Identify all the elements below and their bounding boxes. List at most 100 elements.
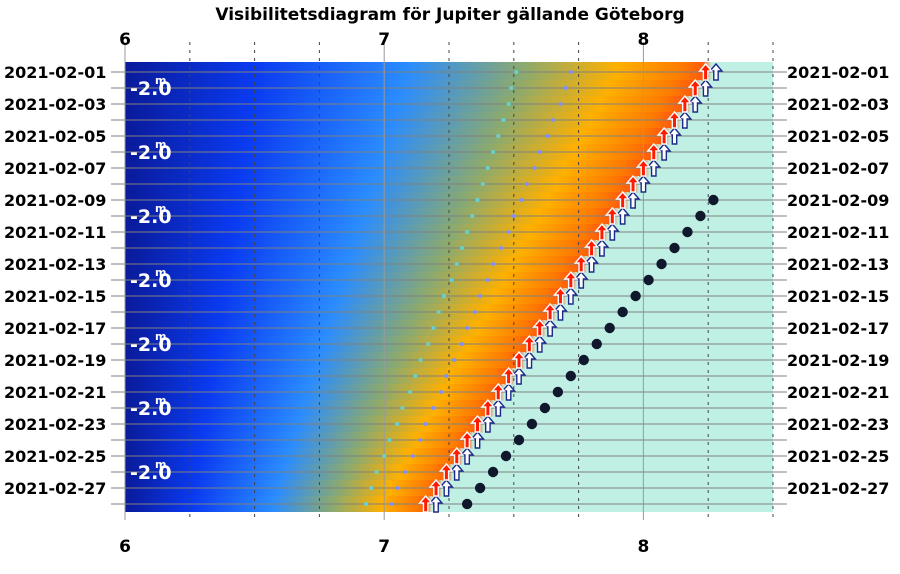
large-dot-mark bbox=[656, 258, 667, 270]
large-dot-mark bbox=[695, 210, 706, 222]
small-dot-mark bbox=[524, 182, 529, 186]
large-dot-mark bbox=[539, 402, 551, 414]
red-arrow-mark bbox=[698, 62, 714, 81]
date-label-right: 2021-02-05 bbox=[787, 127, 889, 146]
small-dot-mark bbox=[472, 310, 477, 314]
small-dot-mark bbox=[364, 502, 369, 506]
magnitude-value: -2.0 bbox=[130, 78, 172, 100]
small-dot-mark bbox=[491, 262, 496, 266]
small-dot-mark bbox=[501, 118, 506, 122]
small-dot-mark bbox=[459, 342, 464, 346]
large-dot-mark bbox=[630, 290, 641, 302]
large-dot-mark bbox=[552, 386, 564, 398]
date-label-left: 2021-02-05 bbox=[4, 127, 106, 146]
sky-band bbox=[125, 62, 712, 81]
red-arrow-mark bbox=[594, 222, 610, 241]
date-label-left: 2021-02-01 bbox=[4, 63, 106, 82]
date-label-left: 2021-02-17 bbox=[4, 319, 106, 338]
large-dot-mark bbox=[513, 434, 525, 446]
magnitude-value: -2.0 bbox=[130, 206, 172, 228]
large-dot-mark bbox=[604, 322, 615, 334]
date-label-left: 2021-02-25 bbox=[4, 447, 106, 466]
small-dot-mark bbox=[400, 406, 405, 410]
large-dot-mark bbox=[591, 338, 602, 350]
magnitude-value: -2.0 bbox=[130, 398, 172, 420]
small-dot-mark bbox=[374, 470, 379, 474]
red-arrow-mark bbox=[687, 78, 703, 97]
magnitude-label: -2.0m bbox=[130, 458, 172, 484]
small-dot-mark bbox=[545, 134, 550, 138]
magnitude-label: -2.0m bbox=[130, 138, 172, 164]
magnitude-value: -2.0 bbox=[130, 142, 172, 164]
small-dot-mark bbox=[459, 246, 464, 250]
magnitude-unit: m bbox=[155, 394, 166, 407]
red-arrow-mark bbox=[469, 414, 486, 433]
small-dot-mark bbox=[480, 182, 485, 186]
small-dot-mark bbox=[506, 230, 511, 234]
small-dot-mark bbox=[470, 214, 475, 218]
small-dot-mark bbox=[426, 342, 431, 346]
large-dot-mark bbox=[474, 482, 486, 494]
red-arrow-mark bbox=[584, 238, 600, 257]
small-dot-mark bbox=[449, 278, 454, 282]
x-tick-label-top: 8 bbox=[637, 30, 649, 50]
date-label-left: 2021-02-11 bbox=[4, 223, 106, 242]
date-label-right: 2021-02-27 bbox=[787, 479, 889, 498]
date-label-left: 2021-02-09 bbox=[4, 191, 106, 210]
small-dot-mark bbox=[491, 150, 496, 154]
small-dot-mark bbox=[511, 214, 516, 218]
small-dot-mark bbox=[465, 326, 470, 330]
small-dot-mark bbox=[537, 150, 542, 154]
red-arrow-mark bbox=[625, 174, 641, 193]
small-dot-mark bbox=[408, 390, 413, 394]
magnitude-unit: m bbox=[155, 330, 166, 343]
red-arrow-mark bbox=[573, 254, 589, 273]
x-tick-label-top: 6 bbox=[119, 30, 131, 50]
red-arrow-mark bbox=[418, 494, 434, 513]
large-dot-mark bbox=[643, 274, 654, 286]
date-label-right: 2021-02-23 bbox=[787, 415, 889, 434]
magnitude-unit: m bbox=[155, 74, 166, 87]
small-dot-mark bbox=[382, 454, 387, 458]
small-dot-mark bbox=[506, 102, 511, 106]
large-dot-mark bbox=[487, 466, 499, 478]
large-dot-mark bbox=[578, 354, 589, 366]
date-label-right: 2021-02-25 bbox=[787, 447, 889, 466]
date-label-right: 2021-02-17 bbox=[787, 319, 889, 338]
small-dot-mark bbox=[465, 230, 470, 234]
small-dot-mark bbox=[509, 86, 514, 90]
red-arrow-mark bbox=[459, 430, 475, 449]
small-dot-mark bbox=[558, 102, 563, 106]
magnitude-unit: m bbox=[155, 458, 166, 471]
magnitude-value: -2.0 bbox=[130, 334, 172, 356]
date-label-right: 2021-02-09 bbox=[787, 191, 889, 210]
red-arrow-mark bbox=[635, 158, 651, 177]
small-dot-mark bbox=[395, 422, 400, 426]
large-dot-mark bbox=[669, 242, 680, 254]
red-arrow-mark bbox=[449, 446, 465, 465]
small-dot-mark bbox=[519, 198, 524, 202]
large-dot-mark bbox=[461, 498, 473, 510]
small-dot-mark bbox=[436, 310, 441, 314]
date-label-right: 2021-02-21 bbox=[787, 383, 889, 402]
small-dot-mark bbox=[439, 390, 444, 394]
date-label-right: 2021-02-11 bbox=[787, 223, 889, 242]
magnitude-label: -2.0m bbox=[130, 202, 172, 228]
date-label-left: 2021-02-13 bbox=[4, 255, 106, 274]
small-dot-mark bbox=[431, 326, 436, 330]
small-dot-mark bbox=[568, 70, 573, 74]
small-dot-mark bbox=[498, 246, 503, 250]
small-dot-mark bbox=[402, 470, 407, 474]
small-dot-mark bbox=[550, 118, 555, 122]
small-dot-mark bbox=[475, 198, 480, 202]
date-label-right: 2021-02-15 bbox=[787, 287, 889, 306]
large-dot-mark bbox=[565, 370, 577, 382]
date-label-left: 2021-02-03 bbox=[4, 95, 106, 114]
red-arrow-mark bbox=[501, 366, 517, 385]
red-arrow-mark bbox=[656, 126, 672, 145]
small-dot-mark bbox=[485, 278, 490, 282]
large-dot-mark bbox=[526, 418, 538, 430]
red-arrow-mark bbox=[532, 318, 548, 337]
small-dot-mark bbox=[444, 374, 449, 378]
date-label-right: 2021-02-19 bbox=[787, 351, 889, 370]
